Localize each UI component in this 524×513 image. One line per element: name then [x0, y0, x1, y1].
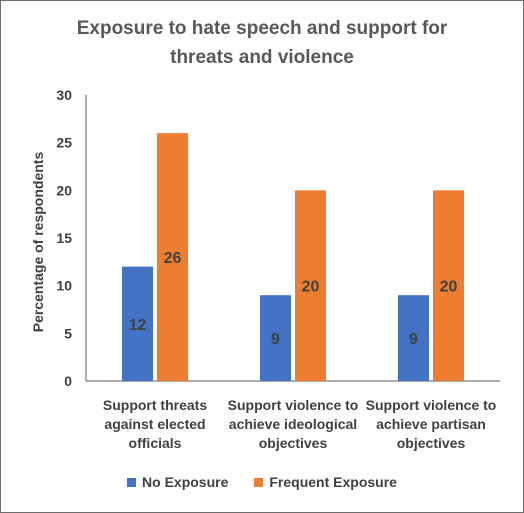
bar-no-exposure — [260, 295, 291, 381]
bar-no-exposure — [398, 295, 429, 381]
chart-title-line-1: Exposure to hate speech and support for — [76, 18, 448, 39]
legend-item-frequent-exposure: Frequent Exposure — [254, 474, 397, 490]
y-tick-label: 20 — [56, 182, 72, 198]
x-category-label: against elected — [104, 416, 205, 432]
x-category-label: officials — [129, 435, 182, 451]
legend-swatch-frequent-exposure — [254, 477, 264, 487]
x-category-label: Support violence to — [228, 397, 359, 413]
y-tick-label: 10 — [56, 278, 72, 294]
x-category-label: Support violence to — [366, 397, 497, 413]
chart-legend: No Exposure Frequent Exposure — [0, 474, 524, 490]
y-tick-label: 15 — [56, 230, 72, 246]
bar-frequent-exposure — [433, 190, 464, 381]
data-label: 9 — [271, 331, 280, 348]
data-label: 26 — [164, 250, 182, 267]
y-tick-label: 25 — [56, 135, 72, 151]
bar-frequent-exposure — [295, 190, 326, 381]
chart-title-line-2: threats and violence — [170, 47, 354, 68]
legend-item-no-exposure: No Exposure — [127, 474, 228, 490]
x-category-label: achieve partisan — [376, 416, 486, 432]
data-label: 20 — [440, 279, 458, 296]
y-tick-label: 0 — [64, 373, 72, 389]
bar-frequent-exposure — [157, 133, 188, 381]
y-tick-label: 30 — [56, 87, 72, 103]
y-axis-title: Percentage of respondents — [30, 152, 46, 333]
chart-title: Exposure to hate speech and support for … — [0, 14, 524, 72]
data-label: 20 — [302, 279, 320, 296]
y-tick-label: 5 — [64, 325, 72, 341]
legend-label-frequent-exposure: Frequent Exposure — [269, 474, 397, 490]
x-category-label: objectives — [397, 435, 466, 451]
bar-no-exposure — [122, 266, 153, 381]
data-label: 9 — [409, 331, 418, 348]
legend-swatch-no-exposure — [127, 477, 137, 487]
x-category-label: objectives — [259, 435, 328, 451]
data-label: 12 — [129, 317, 147, 334]
legend-label-no-exposure: No Exposure — [142, 474, 229, 490]
x-category-label: Support threats — [103, 397, 207, 413]
x-category-label: achieve ideological — [229, 416, 357, 432]
